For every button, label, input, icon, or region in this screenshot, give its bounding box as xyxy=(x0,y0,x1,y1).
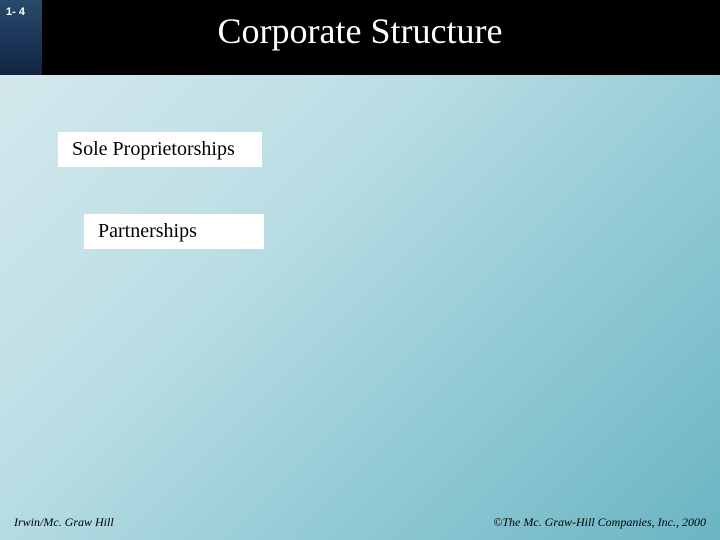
header-bar: 1- 4 Corporate Structure xyxy=(0,0,720,75)
slide-title: Corporate Structure xyxy=(0,10,720,52)
footer-left: Irwin/Mc. Graw Hill xyxy=(14,515,114,530)
content-box-sole-proprietorships: Sole Proprietorships xyxy=(58,132,262,167)
content-text: Sole Proprietorships xyxy=(72,138,235,160)
footer-right: ©The Mc. Graw-Hill Companies, Inc., 2000 xyxy=(493,515,706,530)
content-text: Partnerships xyxy=(98,220,197,242)
content-box-partnerships: Partnerships xyxy=(84,214,264,249)
